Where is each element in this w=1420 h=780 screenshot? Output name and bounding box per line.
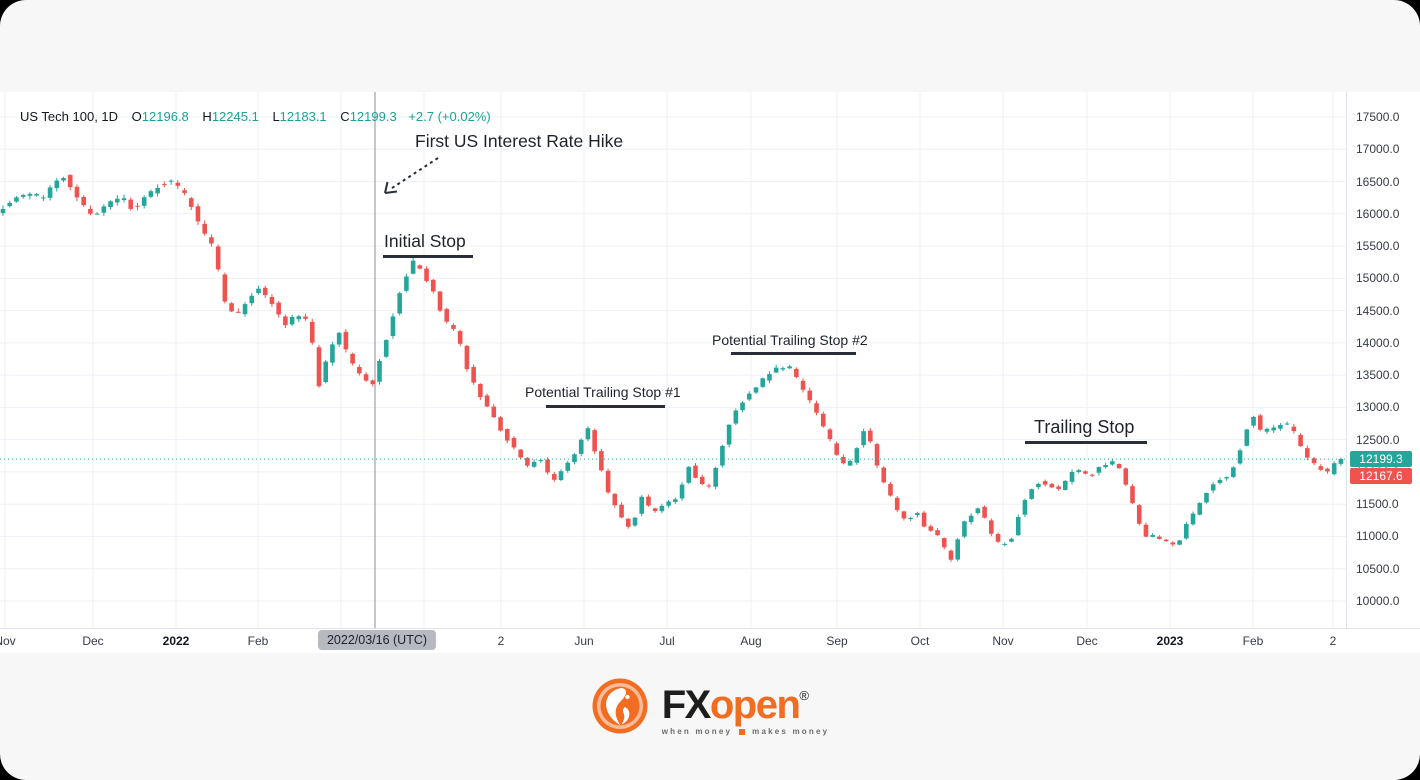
tagline-left: when money xyxy=(661,727,733,736)
x-axis-label: Oct xyxy=(910,634,930,648)
y-axis-label: 13500.0 xyxy=(1356,368,1400,383)
high-value: 12245.1 xyxy=(211,109,259,124)
registered-mark: ® xyxy=(799,688,809,703)
close-value: 12199.3 xyxy=(349,109,397,124)
low-value: 12183.1 xyxy=(279,109,327,124)
time-axis[interactable]: Nov Dec 2022 Feb 2 Jun Jul Aug Sep Oct Nov Dec 2023 F… xyxy=(0,628,1420,653)
annotation-trailing-stop-2[interactable]: Potential Trailing Stop #2 xyxy=(712,332,868,348)
x-axis-label: Sep xyxy=(826,634,848,648)
x-axis-label: Feb xyxy=(247,634,269,648)
fxopen-logo: FXopen® when money makes money xyxy=(591,676,830,736)
last-price-badge: 12199.3 xyxy=(1350,451,1412,468)
rate-hike-arrow[interactable] xyxy=(381,155,443,199)
low-label: L xyxy=(272,109,280,124)
brand-fx: FX xyxy=(661,683,712,727)
y-axis-label: 11500.0 xyxy=(1356,497,1399,512)
fxopen-wordmark: FXopen® when money makes money xyxy=(662,676,830,736)
x-axis-label: Dec xyxy=(82,634,104,648)
annotation-trailing-stop[interactable]: Trailing Stop xyxy=(1034,417,1135,437)
trailing-stop-1-line[interactable] xyxy=(546,405,665,408)
y-axis-label: 10000.0 xyxy=(1356,593,1400,608)
x-axis-label: Dec xyxy=(1076,634,1098,648)
trailing-stop-line[interactable] xyxy=(1025,441,1147,444)
y-axis-label: 15000.0 xyxy=(1356,271,1400,286)
initial-stop-line[interactable] xyxy=(383,255,473,258)
brand-tagline: when money makes money xyxy=(662,727,830,736)
footer: FXopen® when money makes money xyxy=(0,676,1420,736)
y-axis-label: 16500.0 xyxy=(1356,174,1400,189)
y-axis-label: 14000.0 xyxy=(1356,335,1400,350)
x-axis-label: 2023 xyxy=(1156,634,1184,648)
open-value: 12196.8 xyxy=(141,109,189,124)
annotation-initial-stop[interactable]: Initial Stop xyxy=(384,231,466,251)
x-axis-label: 2 xyxy=(1329,634,1337,648)
y-axis-label: 13000.0 xyxy=(1356,400,1400,415)
fxopen-emblem-icon xyxy=(592,678,648,734)
x-axis-label: Nov xyxy=(992,634,1014,648)
price-axis[interactable]: 17500.0 17000.0 16500.0 16000.0 15500.0 15000… xyxy=(1346,92,1420,652)
y-axis-label: 14500.0 xyxy=(1356,303,1400,318)
brand-open: open xyxy=(709,683,801,727)
chart-panel xyxy=(0,92,1420,652)
annotation-rate-hike[interactable]: First US Interest Rate Hike xyxy=(415,131,624,151)
close-label: C xyxy=(340,109,350,124)
y-axis-label: 17000.0 xyxy=(1356,142,1400,157)
x-axis-label: Aug xyxy=(740,634,762,648)
tagline-right: makes money xyxy=(752,727,830,736)
tagline-square-icon xyxy=(739,728,746,735)
y-axis-label: 11000.0 xyxy=(1356,529,1399,544)
x-axis-label: 2022 xyxy=(162,634,190,648)
x-axis-label: Nov xyxy=(0,634,16,648)
x-axis-label: 2 xyxy=(497,634,505,648)
x-axis-label: Jul xyxy=(659,634,675,648)
y-axis-label: 12500.0 xyxy=(1356,432,1400,447)
symbol-legend[interactable]: US Tech 100, 1D O12196.8 H12245.1 L12183… xyxy=(20,109,491,124)
y-axis-label: 17500.0 xyxy=(1356,110,1400,124)
y-axis-label: 16000.0 xyxy=(1356,206,1400,221)
change-value: +2.7 (+0.02%) xyxy=(408,109,491,124)
trailing-stop-2-line[interactable] xyxy=(731,352,856,355)
candlestick-chart[interactable] xyxy=(0,92,1346,628)
high-label: H xyxy=(202,109,212,124)
y-axis-label: 15500.0 xyxy=(1356,239,1400,254)
open-label: O xyxy=(131,109,142,124)
x-axis-label: Jun xyxy=(574,634,594,648)
symbol-title: US Tech 100, 1D xyxy=(20,109,119,124)
y-axis-label: 10500.0 xyxy=(1356,561,1400,576)
x-axis-label: Feb xyxy=(1242,634,1264,648)
secondary-price-badge: 12167.6 xyxy=(1350,467,1412,484)
event-date-badge: 2022/03/16 (UTC) xyxy=(317,630,437,650)
annotation-trailing-stop-1[interactable]: Potential Trailing Stop #1 xyxy=(525,384,681,400)
